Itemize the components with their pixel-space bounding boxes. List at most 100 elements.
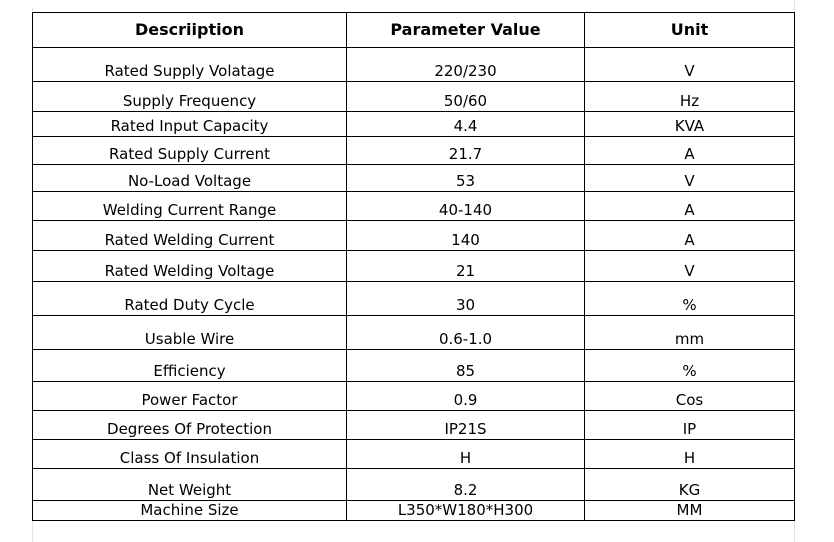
cell-description-text: Rated Supply Current bbox=[109, 145, 270, 163]
table-row: No-Load Voltage 53 V bbox=[32, 164, 795, 192]
table-row: Rated Input Capacity 4.4 KVA bbox=[32, 111, 795, 137]
cell-unit-text: % bbox=[682, 362, 697, 380]
table-row: Machine Size L350*W180*H300 MM bbox=[32, 500, 795, 521]
cell-unit-text: V bbox=[684, 172, 695, 190]
cell-description: Welding Current Range bbox=[32, 191, 347, 221]
table-row: Rated Welding Current 140 A bbox=[32, 220, 795, 251]
cell-description-text: Power Factor bbox=[141, 391, 238, 409]
cell-description-text: Net Weight bbox=[147, 481, 232, 499]
cell-unit-text: mm bbox=[674, 330, 705, 348]
table-row: Degrees Of Protection IP21S IP bbox=[32, 410, 795, 440]
cell-value: 0.6-1.0 bbox=[346, 315, 585, 350]
cell-value: 0.9 bbox=[346, 381, 585, 411]
cell-description-text: Rated Welding Current bbox=[104, 231, 275, 249]
cell-description-text: Usable Wire bbox=[144, 330, 235, 348]
cell-description: Rated Supply Volatage bbox=[32, 47, 347, 82]
cell-value: 21.7 bbox=[346, 136, 585, 165]
cell-value-text: 21 bbox=[455, 262, 476, 280]
cell-value-text: 8.2 bbox=[453, 481, 478, 499]
cell-description-text: Rated Welding Voltage bbox=[104, 262, 275, 280]
cell-value-text: 0.9 bbox=[453, 391, 478, 409]
cell-description: Machine Size bbox=[32, 500, 347, 521]
cell-unit: Cos bbox=[584, 381, 795, 411]
cell-unit: mm bbox=[584, 315, 795, 350]
cell-description: Rated Input Capacity bbox=[32, 111, 347, 137]
cell-unit-text: KVA bbox=[674, 117, 705, 135]
cell-description: Rated Supply Current bbox=[32, 136, 347, 165]
header-row: Descriiption Parameter Value Unit bbox=[32, 12, 795, 48]
cell-value: 85 bbox=[346, 349, 585, 382]
table-row: Rated Welding Voltage 21 V bbox=[32, 250, 795, 282]
cell-description: Class Of Insulation bbox=[32, 439, 347, 469]
cell-value: 53 bbox=[346, 164, 585, 192]
table-row: Power Factor 0.9 Cos bbox=[32, 381, 795, 411]
cell-description-text: Degrees Of Protection bbox=[107, 420, 272, 438]
cell-unit-text: % bbox=[682, 296, 697, 314]
page-guide-right bbox=[794, 0, 795, 542]
cell-value: 8.2 bbox=[346, 468, 585, 501]
cell-description: Rated Welding Voltage bbox=[32, 250, 347, 282]
cell-value-text: 21.7 bbox=[448, 145, 483, 163]
cell-unit-text: A bbox=[684, 231, 695, 249]
cell-value-text: 0.6-1.0 bbox=[438, 330, 493, 348]
sheet-top bbox=[32, 0, 794, 8]
cell-unit: H bbox=[584, 439, 795, 469]
cell-unit-text: Hz bbox=[679, 92, 700, 110]
cell-unit: % bbox=[584, 281, 795, 316]
cell-description: Power Factor bbox=[32, 381, 347, 411]
cell-unit-text: IP bbox=[682, 420, 697, 438]
cell-unit-text: H bbox=[683, 449, 696, 467]
cell-value: IP21S bbox=[346, 410, 585, 440]
cell-value: 220/230 bbox=[346, 47, 585, 82]
cell-value: 4.4 bbox=[346, 111, 585, 137]
cell-unit: A bbox=[584, 191, 795, 221]
cell-description: Rated Welding Current bbox=[32, 220, 347, 251]
cell-unit: V bbox=[584, 250, 795, 282]
cell-description-text: Supply Frequency bbox=[122, 92, 257, 110]
table-row: Net Weight 8.2 KG bbox=[32, 468, 795, 501]
table-row: Class Of Insulation H H bbox=[32, 439, 795, 469]
cell-value-text: 50/60 bbox=[443, 92, 488, 110]
cell-description-text: Rated Supply Volatage bbox=[104, 62, 275, 80]
cell-value: 21 bbox=[346, 250, 585, 282]
cell-value: 30 bbox=[346, 281, 585, 316]
cell-unit: A bbox=[584, 220, 795, 251]
cell-unit: Hz bbox=[584, 81, 795, 112]
spec-table: Descriiption Parameter Value Unit Rated … bbox=[32, 12, 795, 521]
cell-description: Usable Wire bbox=[32, 315, 347, 350]
cell-value-text: IP21S bbox=[444, 420, 487, 438]
cell-description-text: Rated Duty Cycle bbox=[124, 296, 255, 314]
cell-unit-text: KG bbox=[678, 481, 701, 499]
cell-description: Efficiency bbox=[32, 349, 347, 382]
header-description: Descriiption bbox=[32, 12, 347, 48]
table-row: Rated Supply Current 21.7 A bbox=[32, 136, 795, 165]
cell-unit: KVA bbox=[584, 111, 795, 137]
cell-value-text: 85 bbox=[455, 362, 476, 380]
cell-description: Rated Duty Cycle bbox=[32, 281, 347, 316]
cell-unit-text: A bbox=[684, 201, 695, 219]
cell-unit: V bbox=[584, 164, 795, 192]
cell-value-text: 40-140 bbox=[438, 201, 493, 219]
table-row: Supply Frequency 50/60 Hz bbox=[32, 81, 795, 112]
cell-value-text: 220/230 bbox=[434, 62, 497, 80]
header-unit: Unit bbox=[584, 12, 795, 48]
cell-unit: IP bbox=[584, 410, 795, 440]
cell-unit: % bbox=[584, 349, 795, 382]
cell-value-text: L350*W180*H300 bbox=[397, 501, 534, 519]
cell-unit-text: V bbox=[684, 262, 695, 280]
cell-description: Supply Frequency bbox=[32, 81, 347, 112]
cell-unit-text: V bbox=[684, 62, 695, 80]
cell-description: Net Weight bbox=[32, 468, 347, 501]
table-row: Rated Duty Cycle 30% bbox=[32, 281, 795, 316]
table-row: Welding Current Range 40-140 A bbox=[32, 191, 795, 221]
cell-value-text: 4.4 bbox=[453, 117, 478, 135]
cell-description-text: No-Load Voltage bbox=[127, 172, 252, 190]
cell-unit: V bbox=[584, 47, 795, 82]
cell-unit: KG bbox=[584, 468, 795, 501]
cell-unit: A bbox=[584, 136, 795, 165]
cell-description: Degrees Of Protection bbox=[32, 410, 347, 440]
cell-unit-text: A bbox=[684, 145, 695, 163]
cell-description-text: Efficiency bbox=[153, 362, 226, 380]
cell-unit: MM bbox=[584, 500, 795, 521]
cell-description-text: Class Of Insulation bbox=[119, 449, 260, 467]
